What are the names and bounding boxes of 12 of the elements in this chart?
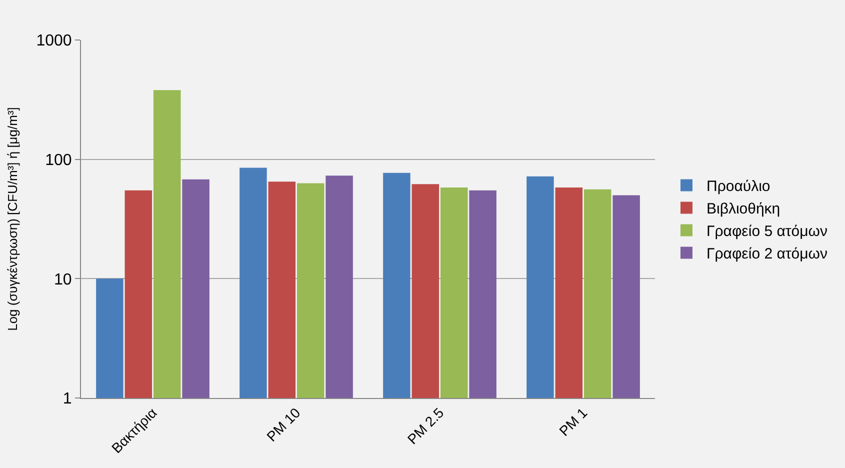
- legend-label: Βιβλιοθήκη: [706, 200, 780, 218]
- y-axis-title: Log (συγκέντρωση) [CFU/m³] ή [μg/m³]: [5, 107, 20, 331]
- x-tick-label: PM 10: [263, 404, 304, 444]
- y-tick-label: 10: [54, 271, 72, 288]
- legend-label: Γραφείο 5 ατόμων: [706, 223, 828, 240]
- legend-label: Γραφείο 2 ατόμων: [706, 246, 828, 263]
- x-tick-label: PM 1: [556, 404, 590, 439]
- y-tick-label: 1: [62, 390, 72, 408]
- legend-label: Προαύλιο: [706, 178, 770, 196]
- x-tick-label: PM 2.5: [404, 404, 447, 448]
- y-tick-label: 100: [45, 152, 72, 169]
- y-tick-label: 1000: [36, 32, 72, 50]
